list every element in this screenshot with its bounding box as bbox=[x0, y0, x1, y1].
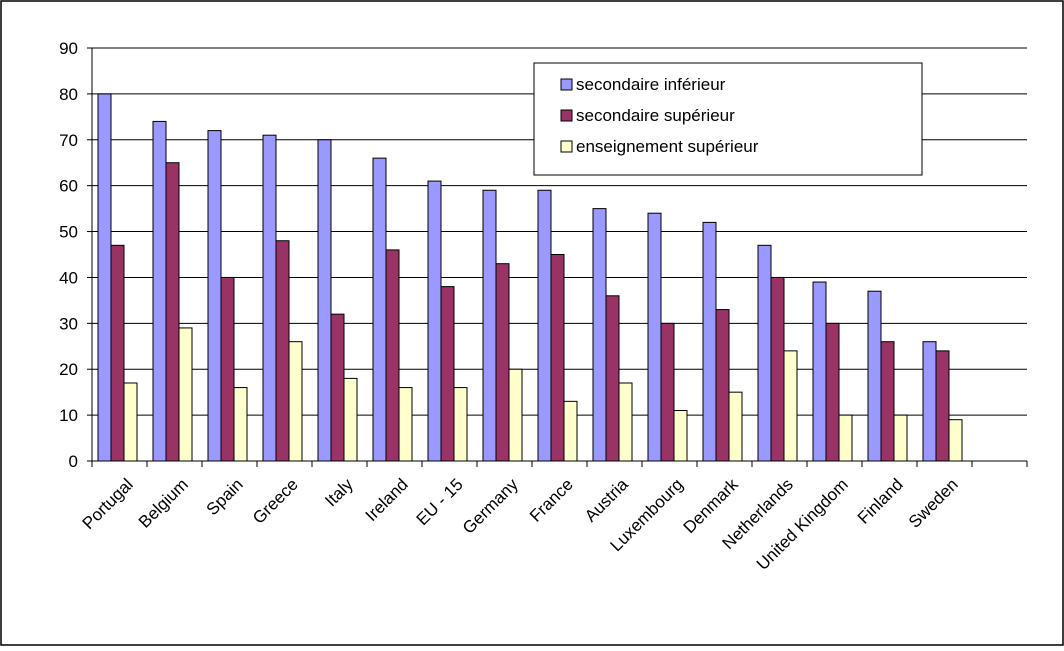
legend-label-3: enseignement supérieur bbox=[576, 137, 759, 156]
bar-sweden-series-2 bbox=[935, 350, 950, 462]
bar-finland-series-1 bbox=[867, 290, 882, 462]
bar-france-series-2 bbox=[550, 254, 565, 462]
bar-netherlands-series-2 bbox=[770, 276, 785, 462]
bar-belgium-series-3 bbox=[178, 327, 193, 462]
bar-italy-series-2 bbox=[330, 313, 345, 462]
bar-belgium-series-1 bbox=[152, 120, 167, 462]
bar-ireland-series-1 bbox=[372, 157, 387, 462]
bar-denmark-series-2 bbox=[715, 309, 730, 462]
y-tick-label: 50 bbox=[59, 223, 78, 242]
bars bbox=[97, 93, 963, 462]
bar-greece-series-3 bbox=[288, 341, 303, 462]
bar-denmark-series-1 bbox=[702, 221, 717, 462]
bar-united-kingdom-series-2 bbox=[825, 322, 840, 462]
bar-finland-series-2 bbox=[880, 341, 895, 462]
bar-greece-series-1 bbox=[262, 134, 277, 462]
bar-united-kingdom-series-3 bbox=[838, 414, 853, 462]
y-tick-label: 60 bbox=[59, 177, 78, 196]
legend-swatch-3 bbox=[560, 140, 573, 153]
bar-united-kingdom-series-1 bbox=[812, 281, 827, 462]
bar-greece-series-2 bbox=[275, 240, 290, 462]
bar-portugal-series-2 bbox=[110, 244, 125, 462]
bar-eu-15-series-1 bbox=[427, 180, 442, 462]
y-tick-label: 80 bbox=[59, 85, 78, 104]
y-tick-label: 30 bbox=[59, 314, 78, 333]
y-tick-label: 40 bbox=[59, 268, 78, 287]
bar-germany-series-1 bbox=[482, 189, 497, 462]
bar-finland-series-3 bbox=[893, 414, 908, 462]
bar-luxembourg-series-3 bbox=[673, 410, 688, 462]
legend: secondaire inférieur secondaire supérieur… bbox=[533, 62, 923, 176]
legend-box bbox=[533, 62, 923, 176]
y-tick-label: 70 bbox=[59, 131, 78, 150]
bar-france-series-3 bbox=[563, 400, 578, 462]
legend-swatch-1 bbox=[560, 78, 573, 91]
bar-germany-series-3 bbox=[508, 368, 523, 462]
legend-label-1: secondaire inférieur bbox=[576, 75, 726, 94]
bar-portugal-series-3 bbox=[123, 382, 138, 462]
bar-ireland-series-3 bbox=[398, 387, 413, 462]
bar-luxembourg-series-2 bbox=[660, 322, 675, 462]
bar-austria-series-2 bbox=[605, 295, 620, 462]
y-tick-label: 20 bbox=[59, 360, 78, 379]
legend-label-2: secondaire supérieur bbox=[576, 106, 735, 125]
bar-luxembourg-series-1 bbox=[647, 212, 662, 462]
y-tick-label: 90 bbox=[59, 39, 78, 58]
bar-eu-15-series-2 bbox=[440, 286, 455, 462]
y-tick-label: 0 bbox=[69, 452, 78, 471]
bar-eu-15-series-3 bbox=[453, 387, 468, 462]
bar-belgium-series-2 bbox=[165, 162, 180, 462]
bar-ireland-series-2 bbox=[385, 249, 400, 462]
y-tick-label: 10 bbox=[59, 406, 78, 425]
bar-spain-series-3 bbox=[233, 387, 248, 462]
bar-netherlands-series-3 bbox=[783, 350, 798, 462]
bar-sweden-series-3 bbox=[948, 419, 963, 462]
bar-spain-series-2 bbox=[220, 276, 235, 462]
bar-netherlands-series-1 bbox=[757, 244, 772, 462]
bar-austria-series-1 bbox=[592, 208, 607, 462]
bar-italy-series-1 bbox=[317, 139, 332, 462]
bar-portugal-series-1 bbox=[97, 93, 112, 462]
bar-sweden-series-1 bbox=[922, 341, 937, 462]
bar-germany-series-2 bbox=[495, 263, 510, 462]
bar-spain-series-1 bbox=[207, 130, 222, 462]
bar-denmark-series-3 bbox=[728, 391, 743, 462]
legend-swatch-2 bbox=[560, 109, 573, 122]
bar-france-series-1 bbox=[537, 189, 552, 462]
bar-austria-series-3 bbox=[618, 382, 633, 462]
bar-italy-series-3 bbox=[343, 377, 358, 462]
